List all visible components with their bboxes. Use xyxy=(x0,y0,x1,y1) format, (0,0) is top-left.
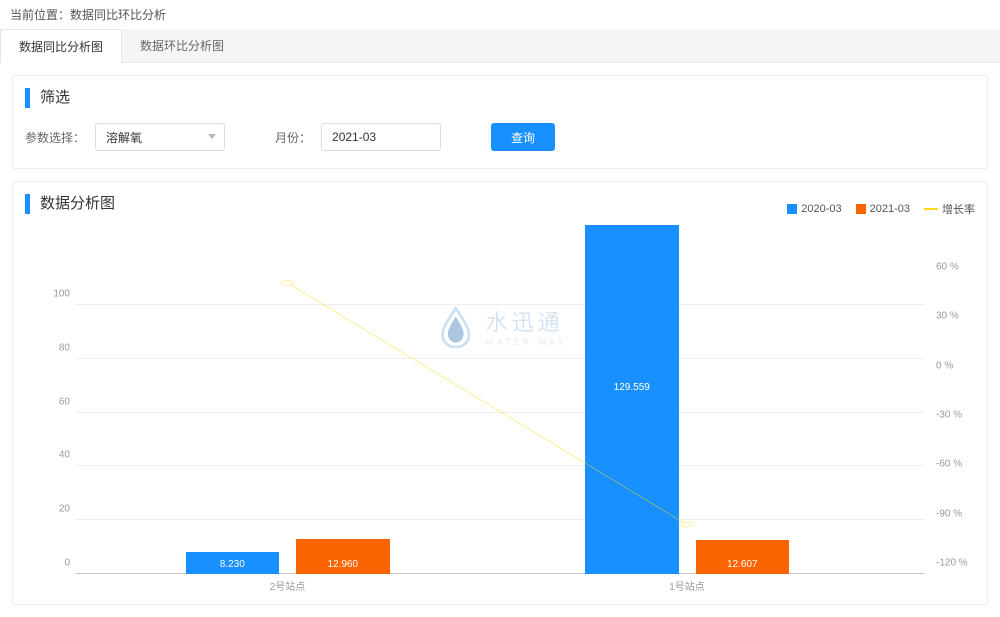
y-right-tick: 30 % xyxy=(936,311,981,322)
month-input[interactable] xyxy=(321,123,441,151)
filter-panel: 筛选 参数选择： 溶解氧 月份： 查询 xyxy=(12,75,988,169)
filter-row: 参数选择： 溶解氧 月份： 查询 xyxy=(25,118,975,156)
legend-swatch-icon xyxy=(787,204,797,214)
legend-swatch-icon xyxy=(856,204,866,214)
tab-yoy[interactable]: 数据同比分析图 xyxy=(0,29,122,63)
chart-container: 0 20 40 60 80 100 -120 %-90 %-60 %-30 %0 %30 … xyxy=(25,224,975,604)
chart-legend: 2020-03 2021-03 增长率 xyxy=(787,201,975,217)
y-left-tick: 60 xyxy=(25,396,70,407)
param-label: 参数选择： xyxy=(25,129,85,146)
filter-panel-title: 筛选 xyxy=(25,88,975,108)
y-left-tick: 80 xyxy=(25,342,70,353)
y-left-tick: 100 xyxy=(25,288,70,299)
y-right-tick: -30 % xyxy=(936,410,981,421)
breadcrumb-path: 数据同比环比分析 xyxy=(70,8,166,22)
y-right-tick: -60 % xyxy=(936,459,981,470)
param-select-value: 溶解氧 xyxy=(106,129,142,146)
legend-label: 增长率 xyxy=(942,201,975,217)
x-axis-label: 1号站点 xyxy=(669,578,705,593)
chevron-down-icon xyxy=(208,134,216,139)
legend-label: 2021-03 xyxy=(870,203,910,215)
chart-panel: 数据分析图 2020-03 2021-03 增长率 0 20 40 60 80 100 -… xyxy=(12,181,988,605)
legend-line-icon xyxy=(924,208,938,210)
legend-item-2021[interactable]: 2021-03 xyxy=(856,203,910,215)
query-button[interactable]: 查询 xyxy=(491,123,555,151)
x-axis-label: 2号站点 xyxy=(270,578,306,593)
y-right-tick: 60 % xyxy=(936,262,981,273)
line-overlay xyxy=(75,278,925,574)
y-left-tick: 40 xyxy=(25,450,70,461)
y-left-tick: 20 xyxy=(25,504,70,515)
chart-plot-area: 8.23012.960129.55912.607 xyxy=(75,278,925,574)
y-axis-left: 0 20 40 60 80 100 xyxy=(25,278,70,574)
y-right-tick: -120 % xyxy=(936,558,981,569)
chart-panel-title: 数据分析图 xyxy=(25,194,115,214)
param-select[interactable]: 溶解氧 xyxy=(95,123,225,151)
legend-item-2020[interactable]: 2020-03 xyxy=(787,203,841,215)
breadcrumb-prefix: 当前位置： xyxy=(10,8,70,22)
y-right-tick: 0 % xyxy=(936,360,981,371)
tab-mom[interactable]: 数据环比分析图 xyxy=(122,29,242,62)
legend-label: 2020-03 xyxy=(801,203,841,215)
y-right-tick: -90 % xyxy=(936,508,981,519)
legend-item-growth[interactable]: 增长率 xyxy=(924,201,975,217)
month-label: 月份： xyxy=(275,129,311,146)
y-left-tick: 0 xyxy=(25,558,70,569)
tabs: 数据同比分析图 数据环比分析图 xyxy=(0,29,1000,63)
breadcrumb: 当前位置：数据同比环比分析 xyxy=(0,0,1000,29)
y-axis-right: -120 %-90 %-60 %-30 %0 %30 %60 % xyxy=(930,278,975,574)
